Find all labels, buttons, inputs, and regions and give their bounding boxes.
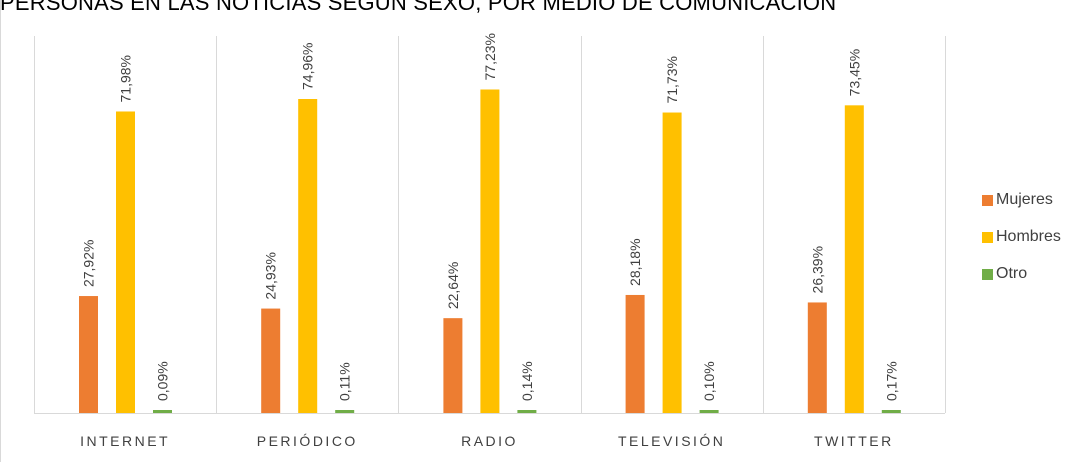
bar-hombres-4 xyxy=(845,105,864,413)
legend-item-hombres: Hombres xyxy=(982,227,1061,247)
bar-otro-0 xyxy=(153,410,172,413)
legend-swatch xyxy=(982,232,993,243)
bar-otro-1 xyxy=(335,410,354,413)
data-label: 73,45% xyxy=(846,49,862,96)
bar-mujeres-1 xyxy=(261,309,280,413)
legend-item-otro: Otro xyxy=(982,264,1061,284)
legend-label: Mujeres xyxy=(996,191,1053,209)
data-label: 28,18% xyxy=(627,238,643,285)
legend-label: Hombres xyxy=(996,228,1061,246)
bar-mujeres-4 xyxy=(808,302,827,413)
data-label: 24,93% xyxy=(263,252,279,299)
bar-otro-2 xyxy=(517,410,536,413)
legend-label: Otro xyxy=(996,265,1027,283)
x-tick-label: PERIÓDICO xyxy=(257,433,358,449)
x-tick-label: RADIO xyxy=(461,433,518,449)
data-label: 71,73% xyxy=(664,56,680,103)
legend: Mujeres Hombres Otro xyxy=(982,190,1061,301)
legend-item-mujeres: Mujeres xyxy=(982,190,1061,210)
bar-mujeres-2 xyxy=(443,318,462,413)
data-label: 74,96% xyxy=(300,43,316,90)
bar-otro-3 xyxy=(700,410,719,413)
bar-mujeres-0 xyxy=(79,296,98,413)
data-label: 0,14% xyxy=(519,361,535,401)
x-tick-label: TELEVISIÓN xyxy=(618,433,725,449)
bar-hombres-1 xyxy=(298,99,317,413)
data-label: 71,98% xyxy=(118,55,134,102)
bar-hombres-3 xyxy=(663,113,682,413)
data-label: 26,39% xyxy=(809,246,825,293)
data-label: 22,64% xyxy=(445,262,461,309)
data-label: 0,17% xyxy=(883,361,899,401)
data-label: 27,92% xyxy=(81,240,97,287)
data-label: 77,23% xyxy=(482,33,498,80)
x-tick-label: TWITTER xyxy=(814,433,894,449)
bar-mujeres-3 xyxy=(626,295,645,413)
bar-hombres-0 xyxy=(116,111,135,413)
data-label: 0,10% xyxy=(701,361,717,401)
bar-hombres-2 xyxy=(480,89,499,413)
legend-swatch xyxy=(982,269,993,280)
x-tick-label: INTERNET xyxy=(80,433,170,449)
data-label: 0,09% xyxy=(155,361,171,401)
data-label: 0,11% xyxy=(337,362,353,401)
legend-swatch xyxy=(982,195,993,206)
bar-otro-4 xyxy=(882,410,901,413)
